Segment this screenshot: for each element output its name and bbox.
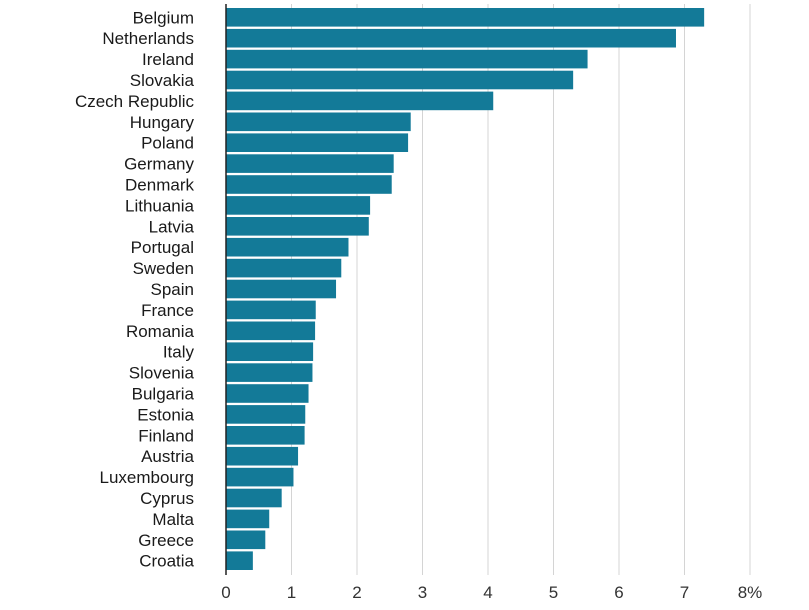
x-tick-label: 5 [549,583,558,602]
category-label: Netherlands [102,29,194,48]
bar-lithuania [226,196,371,215]
x-tick-label: 4 [483,583,492,602]
category-label: Croatia [139,552,194,571]
x-tick-label: 7 [680,583,689,602]
bar-estonia [226,405,306,424]
category-label: Spain [151,280,194,299]
bar-croatia [226,551,253,570]
category-label: Sweden [133,259,194,278]
bar-luxembourg [226,467,294,487]
bar-italy [226,342,314,361]
bar-austria [226,446,299,466]
category-label: Latvia [149,217,195,236]
x-tick-label: 6 [614,583,623,602]
category-label: France [141,301,194,320]
bar-netherlands [226,28,676,48]
category-label: Greece [138,531,194,550]
category-label: Bulgaria [132,385,195,404]
category-label: Belgium [133,8,194,27]
bar-finland [226,426,305,445]
bar-belgium [226,8,705,27]
category-label: Ireland [142,50,194,69]
x-tick-label: 2 [352,583,361,602]
bar-romania [226,321,316,341]
bar-hungary [226,112,411,132]
category-label: Hungary [130,113,195,132]
bar-cyprus [226,488,282,508]
category-label: Slovakia [130,71,195,90]
bar-sweden [226,258,342,278]
category-label: Italy [163,343,195,362]
bar-slovenia [226,363,313,382]
category-label: Czech Republic [75,92,195,111]
category-label: Luxembourg [99,468,194,487]
x-tick-label: 1 [287,583,296,602]
x-tick-label: 8% [738,583,763,602]
bar-malta [226,509,270,529]
category-label: Finland [138,426,194,445]
bar-ireland [226,49,588,69]
category-label: Romania [126,322,195,341]
category-label: Malta [152,510,194,529]
x-tick-label: 3 [418,583,427,602]
bars [226,8,705,570]
category-label: Portugal [131,238,194,257]
category-label: Germany [124,155,194,174]
x-tick-label: 0 [221,583,230,602]
category-label: Slovenia [129,364,195,383]
category-label: Denmark [125,176,194,195]
bar-bulgaria [226,384,309,403]
bar-spain [226,279,337,299]
category-label: Estonia [137,405,194,424]
category-label: Cyprus [140,489,194,508]
category-labels: Belgium Netherlands Ireland Slovakia Czech R… [75,8,195,570]
bar-portugal [226,237,349,257]
bar-czech-republic [226,91,494,111]
bar-slovakia [226,70,574,90]
category-label: Austria [141,447,194,466]
gridlines [291,4,751,575]
bar-denmark [226,175,392,194]
category-label: Poland [141,134,194,153]
bar-poland [226,133,409,152]
x-tick-labels: 0 1 2 3 4 5 6 7 8% [221,583,762,602]
category-label: Lithuania [125,196,195,215]
bar-france [226,300,316,320]
bar-greece [226,530,266,550]
bar-latvia [226,217,369,236]
bar-germany [226,154,394,173]
